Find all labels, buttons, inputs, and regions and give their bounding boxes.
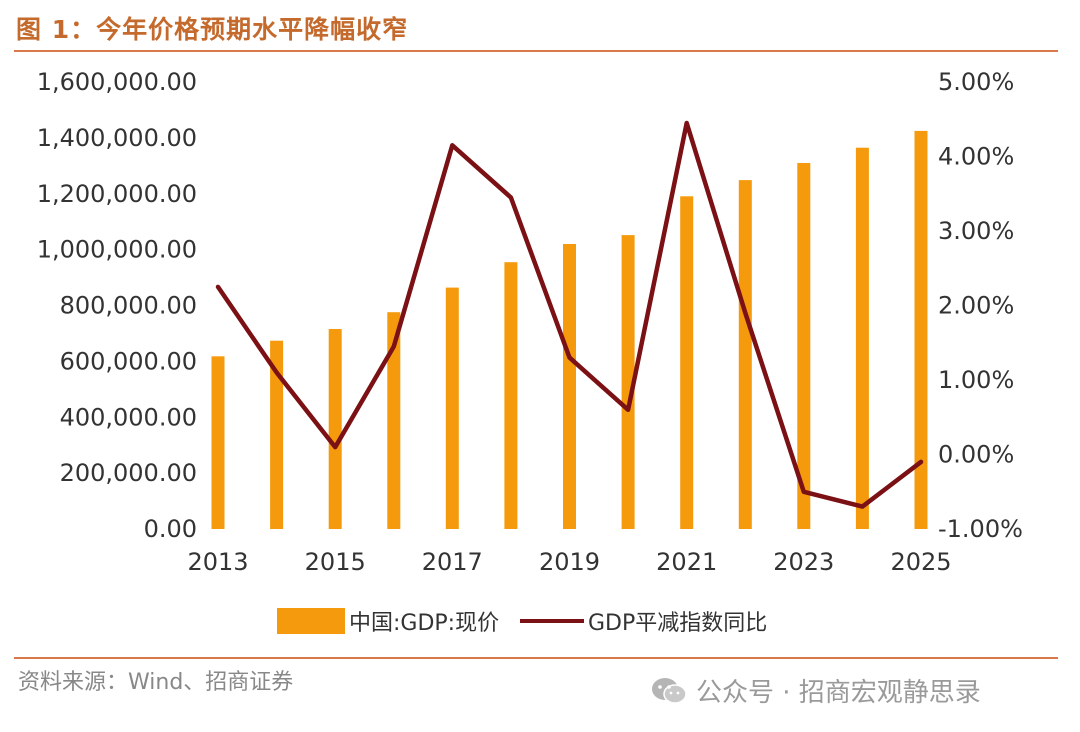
right-tick-label: 3.00% xyxy=(938,217,1014,245)
bar-series xyxy=(211,130,928,530)
legend-swatch-bar xyxy=(277,608,345,634)
bar-2022 xyxy=(738,180,752,529)
source-rule xyxy=(14,657,1058,659)
x-axis: 2013 2015 2017 2019 2021 2023 2025 xyxy=(187,548,951,576)
left-tick-label: 0.00 xyxy=(144,515,197,543)
left-tick-label: 1,400,000.00 xyxy=(37,124,197,152)
legend: 中国:GDP:现价 GDP平减指数同比 xyxy=(277,608,767,636)
right-tick-label: 1.00% xyxy=(938,366,1014,394)
left-tick-label: 400,000.00 xyxy=(60,403,197,431)
right-tick-label: -1.00% xyxy=(938,515,1023,543)
watermark-text: 公众号 · 招商宏观静思录 xyxy=(696,678,981,708)
x-tick-label: 2023 xyxy=(773,548,834,576)
bar-2015 xyxy=(328,329,342,529)
left-tick-label: 800,000.00 xyxy=(60,292,197,320)
x-tick-label: 2021 xyxy=(656,548,717,576)
left-tick-label: 200,000.00 xyxy=(60,459,197,487)
bar-2020 xyxy=(621,235,635,529)
left-tick-label: 1,200,000.00 xyxy=(37,180,197,208)
left-tick-label: 1,600,000.00 xyxy=(37,68,197,96)
x-tick-label: 2015 xyxy=(305,548,366,576)
right-tick-label: 4.00% xyxy=(938,143,1014,171)
left-axis: 0.00 200,000.00 400,000.00 600,000.00 800,00… xyxy=(37,68,197,543)
chart: 0.00 200,000.00 400,000.00 600,000.00 800,00… xyxy=(37,68,1023,636)
figure-title: 图 1：今年价格预期水平降幅收窄 xyxy=(16,15,409,44)
x-tick-label: 2013 xyxy=(187,548,248,576)
left-tick-label: 600,000.00 xyxy=(60,347,197,375)
bar-2014 xyxy=(270,340,284,529)
line-series xyxy=(215,120,924,509)
legend-label-line: GDP平减指数同比 xyxy=(588,611,767,636)
bar-2013 xyxy=(211,356,225,529)
title-rule xyxy=(14,50,1058,52)
bar-2024 xyxy=(855,147,869,529)
bar-2018 xyxy=(504,262,518,529)
right-tick-label: 2.00% xyxy=(938,292,1014,320)
right-axis: -1.00% 0.00% 1.00% 2.00% 3.00% 4.00% 5.00% xyxy=(938,68,1023,543)
bar-2023 xyxy=(797,163,811,529)
legend-label-bar: 中国:GDP:现价 xyxy=(349,611,499,636)
x-tick-label: 2017 xyxy=(422,548,483,576)
left-tick-label: 1,000,000.00 xyxy=(37,236,197,264)
right-tick-label: 5.00% xyxy=(938,68,1014,96)
watermark: 公众号 · 招商宏观静思录 xyxy=(650,672,981,709)
wechat-icon xyxy=(652,677,687,704)
bar-2021 xyxy=(680,196,694,530)
right-tick-label: 0.00% xyxy=(938,441,1014,469)
bar-2025 xyxy=(914,130,928,529)
bar-2017 xyxy=(445,287,459,529)
x-tick-label: 2025 xyxy=(890,548,951,576)
source-note: 资料来源：Wind、招商证券 xyxy=(18,670,294,695)
bar-2019 xyxy=(563,244,576,529)
bar-2016 xyxy=(387,312,401,529)
x-tick-label: 2019 xyxy=(539,548,600,576)
